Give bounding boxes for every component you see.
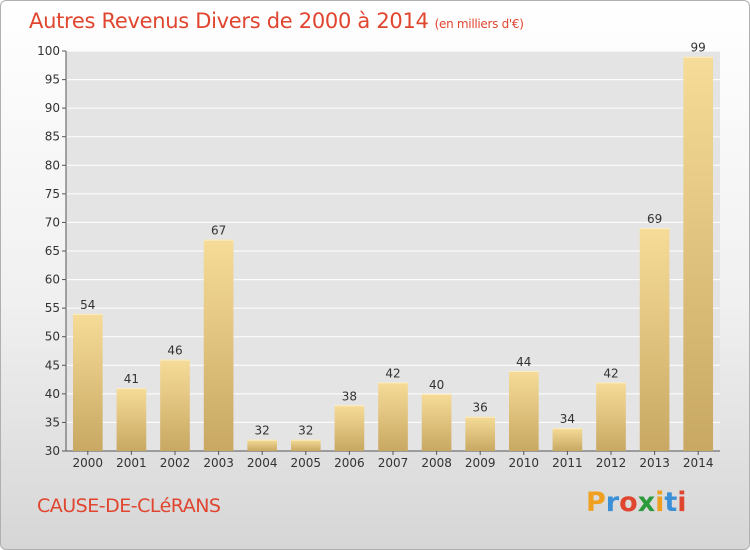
y-tick-label: 40 [45, 387, 60, 401]
bar-value-label: 32 [255, 424, 270, 438]
bar [639, 228, 670, 451]
bar-value-label: 34 [560, 412, 575, 426]
bar [290, 439, 321, 451]
logo-letter: P [586, 487, 606, 518]
x-tick-label: 2003 [203, 456, 234, 470]
bar-value-label: 36 [473, 401, 488, 415]
logo-letter: i [655, 487, 665, 518]
bar [334, 405, 365, 451]
x-tick-label: 2001 [116, 456, 147, 470]
x-tick-label: 2009 [465, 456, 496, 470]
proxiti-logo: Proxiti [586, 487, 687, 518]
x-tick-label: 2007 [378, 456, 409, 470]
logo-letter: i [677, 487, 687, 518]
x-tick-label: 2013 [639, 456, 670, 470]
y-tick-label: 85 [45, 130, 60, 144]
bar-value-label: 41 [124, 372, 139, 386]
bar [421, 393, 452, 451]
x-tick-label: 2005 [291, 456, 322, 470]
x-tick-label: 2011 [552, 456, 583, 470]
y-tick-label: 75 [45, 187, 60, 201]
x-tick-label: 2000 [73, 456, 104, 470]
y-tick-label: 65 [45, 244, 60, 258]
bar-value-label: 40 [429, 378, 444, 392]
bar [552, 428, 583, 451]
y-tick-label: 45 [45, 358, 60, 372]
x-tick-label: 2012 [596, 456, 627, 470]
bar [203, 239, 234, 451]
bar-value-label: 54 [80, 298, 95, 312]
bar [160, 359, 190, 451]
y-tick-label: 95 [45, 73, 60, 87]
bar-value-label: 46 [167, 344, 182, 358]
x-tick-label: 2004 [247, 456, 278, 470]
x-tick-label: 2014 [683, 456, 714, 470]
y-tick-label: 80 [45, 158, 60, 172]
y-tick-label: 35 [45, 415, 60, 429]
logo-letter: o [619, 487, 638, 518]
y-tick-label: 60 [45, 273, 60, 287]
y-tick-label: 55 [45, 301, 60, 315]
logo-letter: r [605, 487, 620, 518]
bar [247, 439, 278, 451]
y-tick-label: 90 [45, 101, 60, 115]
y-tick-label: 50 [45, 330, 60, 344]
bar-value-label: 67 [211, 224, 226, 238]
y-tick-label: 70 [45, 215, 60, 229]
bar [596, 382, 626, 451]
y-tick-label: 30 [45, 444, 60, 458]
bar [683, 56, 714, 451]
x-tick-label: 2010 [509, 456, 540, 470]
bar [378, 382, 408, 451]
chart-title: Autres Revenus Divers de 2000 à 2014 (en … [29, 9, 524, 33]
chart-unit: (en milliers d'€) [434, 17, 524, 31]
bar-value-label: 42 [603, 366, 618, 380]
bar-value-label: 69 [647, 212, 662, 226]
logo-letter: t [664, 487, 678, 518]
logo-letter: x [637, 487, 656, 518]
x-tick-label: 2002 [160, 456, 191, 470]
bar-value-label: 44 [516, 355, 531, 369]
bar-value-label: 42 [385, 366, 400, 380]
commune-name: CAUSE-DE-CLéRANS [37, 495, 221, 517]
chart-title-text: Autres Revenus Divers de 2000 à 2014 [29, 9, 429, 33]
x-tick-label: 2006 [334, 456, 365, 470]
bar-value-label: 99 [691, 41, 706, 55]
bar-value-label: 38 [342, 389, 357, 403]
x-tick-label: 2008 [421, 456, 452, 470]
bar [465, 416, 496, 451]
bar [508, 371, 539, 451]
bar [116, 388, 147, 451]
bar [72, 313, 103, 451]
bar-value-label: 32 [298, 424, 313, 438]
y-tick-label: 100 [37, 44, 60, 58]
